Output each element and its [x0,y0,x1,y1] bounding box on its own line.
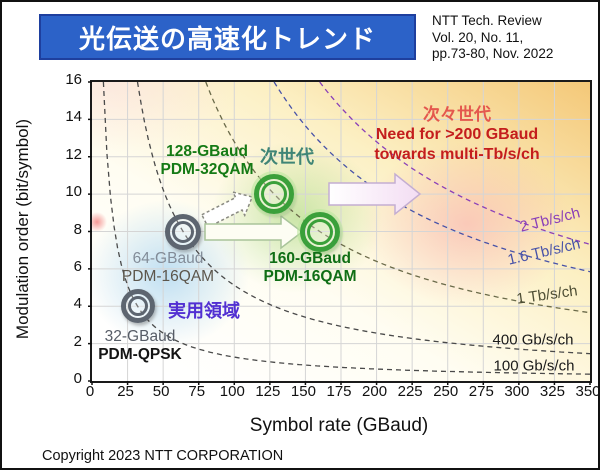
data-point-marker-160-gbaud [299,211,340,252]
y-tick-label: 0 [73,370,82,387]
y-axis-title: Modulation order (bit/symbol) [13,118,32,340]
x-tick-label: 50 [152,383,170,400]
curve-label-100gbps: 100 Gb/s/ch [493,357,575,375]
y-tick-label: 4 [73,295,82,313]
point-scheme: PDM-32QAM [160,161,254,178]
x-tick-label: 0 [85,383,95,400]
x-tick-label: 250 [433,383,459,400]
reference-citation: NTT Tech. Review Vol. 20, No. 11, pp.73-… [432,13,553,63]
next-generation-annotation: 次世代 [260,147,314,167]
point-label-160gbaud: 160-GBaud PDM-16QAM [244,250,376,286]
y-tick-label: 2 [73,332,82,350]
chart-canvas [88,81,591,385]
marker-inner-ring [127,296,148,317]
y-tick-label: 8 [73,220,82,238]
x-tick-label: 300 [504,383,530,400]
marker-inner-ring [172,220,195,243]
data-point-marker-64-gbaud [165,213,202,250]
x-axis-title: Symbol rate (GBaud) [249,415,429,436]
marker-inner-ring [306,218,333,245]
point-rate: 32-GBaud [104,328,176,345]
x-tick-label: 350 [575,383,600,400]
x-tick-label: 175 [326,383,352,400]
arrows-layer [200,172,422,250]
next-next-gen-title: 次々世代 [423,105,491,124]
marker-inner-ring [261,181,288,208]
y-tick-label: 10 [65,183,82,201]
x-tick-label: 325 [539,383,565,400]
point-rate: 160-GBaud [269,250,351,267]
plot-area: 32-GBaud PDM-QPSK 64-GBaud PDM-16QAM 128… [88,80,592,385]
y-tick-label: 14 [65,108,82,126]
x-tick-label: 150 [290,383,316,400]
iso-bitrate-curve [273,81,591,273]
next-next-generation-annotation: 次々世代 Need for >200 GBaud towards multi-T… [340,104,574,165]
need-statement-line-1: Need for >200 GBaud [375,126,539,143]
x-tick-label: 100 [219,383,245,400]
point-scheme: PDM-QPSK [98,346,182,363]
title-bar: 光伝送の高速化トレンド [39,14,416,60]
x-tick-label: 75 [188,383,206,400]
x-tick-label: 25 [117,383,134,400]
y-tick-label: 16 [65,71,82,88]
data-point-marker-128-gbaud [254,174,295,215]
reference-line-3: pp.73-80, Nov. 2022 [432,46,554,61]
copyright-notice: Copyright 2023 NTT CORPORATION [42,448,284,464]
iso-bitrate-curve [319,81,591,245]
y-tick-label: 12 [65,145,82,163]
future-direction-arrow-icon [328,172,422,216]
rate-increase-arrow-icon [204,214,304,250]
point-scheme: PDM-16QAM [263,268,357,285]
reference-line-2: Vol. 20, No. 11, [432,29,524,45]
point-label-32gbaud: 32-GBaud PDM-QPSK [84,328,196,364]
practical-region-annotation: 実用領域 [168,301,240,321]
iso-bitrate-curve [136,81,591,355]
point-label-128gbaud: 128-GBaud PDM-32QAM [142,143,272,179]
point-label-64gbaud: 64-GBaud PDM-16QAM [104,250,232,286]
x-tick-label: 125 [255,383,281,400]
data-point-marker-32-gbaud [120,289,155,324]
curve-label-400gbps: 400 Gb/s/ch [492,331,574,349]
point-rate: 64-GBaud [132,250,204,267]
slide-title: 光伝送の高速化トレンド [78,23,376,54]
x-tick-label: 200 [362,383,388,400]
point-scheme: PDM-16QAM [121,268,215,285]
x-tick-label: 225 [397,383,423,400]
need-statement-line-2: towards multi-Tb/s/ch [374,146,540,163]
reference-line-1: NTT Tech. Review [432,13,542,28]
y-tick-label: 6 [73,257,82,275]
iso-bitrate-curve [102,81,591,375]
point-rate: 128-GBaud [166,143,248,160]
x-tick-label: 275 [468,383,494,400]
